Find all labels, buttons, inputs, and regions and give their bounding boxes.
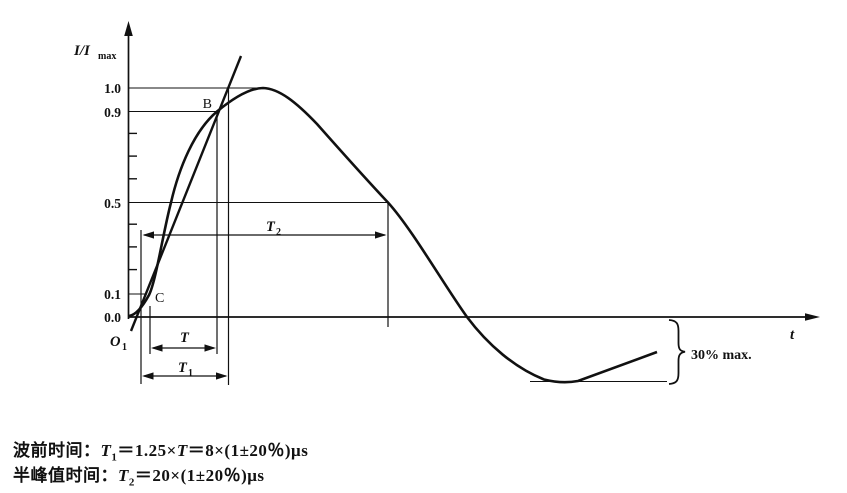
t-label: T xyxy=(180,330,190,346)
tick-0.0: 0.0 xyxy=(104,310,121,325)
t1-measurement: T 1 xyxy=(142,360,228,380)
y-axis-minor-ticks xyxy=(128,132,137,271)
front-time-var-t: T xyxy=(176,441,188,460)
t-right-arrowhead-icon xyxy=(204,344,216,352)
impulse-current-curve xyxy=(128,86,658,384)
tick-0.1: 0.1 xyxy=(104,287,121,302)
half-peak-eq1: ＝20×(1±20％)μs xyxy=(134,466,265,485)
point-b-label: B xyxy=(203,97,212,112)
t2-right-arrowhead-icon xyxy=(375,231,387,239)
front-time-var-t1: T xyxy=(100,441,112,460)
y-axis-label: I/I xyxy=(73,43,91,59)
t1-label-subscript: 1 xyxy=(188,368,193,379)
half-peak-var-t2: T xyxy=(118,466,129,485)
t1-right-arrowhead-icon xyxy=(216,372,228,380)
tick-1.0: 1.0 xyxy=(104,81,121,96)
undershoot-note: 30% max. xyxy=(691,348,752,363)
half-peak-formula-label: 半峰值时间： xyxy=(13,466,118,485)
x-axis-label: t xyxy=(790,327,795,343)
half-peak-var-t2-sub: 2 xyxy=(128,476,135,489)
vertical-guide-lines xyxy=(140,88,389,385)
tick-0.9: 0.9 xyxy=(104,105,121,120)
point-c-label: C xyxy=(155,291,164,306)
front-time-formula: 波前时间：T1＝1.25×T＝8×(1±20％)μs xyxy=(13,436,308,463)
virtual-origin-label: O xyxy=(110,334,121,350)
t-measurement: T xyxy=(151,330,216,352)
t2-measurement: T 2 xyxy=(142,219,387,239)
front-time-formula-label: 波前时间： xyxy=(13,441,101,460)
front-time-eq2: ＝8×(1±20％)μs xyxy=(187,441,309,460)
t2-left-arrowhead-icon xyxy=(142,231,154,239)
front-time-eq1: ＝1.25× xyxy=(117,441,177,460)
virtual-front-line xyxy=(129,55,243,332)
t2-label: T xyxy=(266,219,276,235)
t1-left-arrowhead-icon xyxy=(142,372,154,380)
t1-label: T xyxy=(178,360,188,376)
half-peak-time-formula: 半峰值时间：T2＝20×(1±20％)μs xyxy=(13,461,264,488)
t2-label-subscript: 2 xyxy=(276,227,281,238)
t-left-arrowhead-icon xyxy=(151,344,163,352)
impulse-waveform-diagram: I/I max t 1.0 0.9 0.5 0.1 0.0 T 2 xyxy=(73,21,820,385)
reference-lines xyxy=(128,87,388,295)
y-axis-label-subscript: max xyxy=(98,51,116,62)
tick-0.5: 0.5 xyxy=(104,196,121,211)
x-axis-arrowhead-icon xyxy=(805,313,820,321)
virtual-origin-subscript: 1 xyxy=(122,342,127,353)
undershoot-brace xyxy=(668,319,686,385)
y-axis-arrowhead-icon xyxy=(124,21,133,36)
front-time-var-t1-sub: 1 xyxy=(111,451,118,464)
